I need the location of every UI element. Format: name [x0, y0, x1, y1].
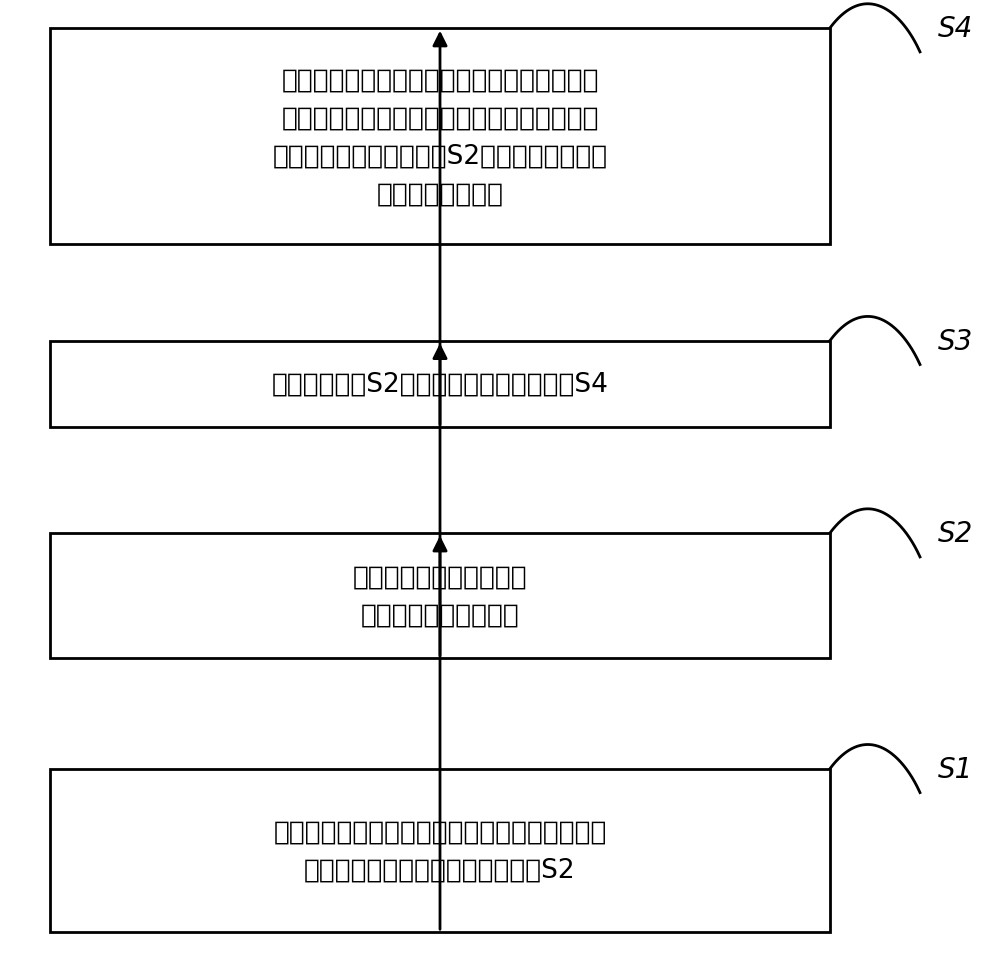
Text: S2: S2	[938, 519, 973, 548]
Text: 随机建立初始化路由，对所述初始化路由建立过
程中的信息素进行更新，进入步骤S2: 随机建立初始化路由，对所述初始化路由建立过 程中的信息素进行更新，进入步骤S2	[273, 819, 607, 882]
Bar	[50, 769, 830, 932]
Text: S1: S1	[938, 754, 973, 783]
Text: 根据路由中的信息素得到最优路由，更新设定
方法的指定参数；若指定参数的更新次数小于
第二设定次数，返回步骤S2；否则，此时的路
由就为最终的路由: 根据路由中的信息素得到最优路由，更新设定 方法的指定参数；若指定参数的更新次数小…	[272, 67, 608, 207]
Text: S4: S4	[938, 14, 973, 43]
Text: 通过设定方法建立路由，
对路由中的信息素更新: 通过设定方法建立路由， 对路由中的信息素更新	[353, 564, 527, 628]
Bar	[50, 341, 830, 428]
Text: 重复执行步骤S2第一设定次数后进入步骤S4: 重复执行步骤S2第一设定次数后进入步骤S4	[272, 371, 608, 398]
Bar	[50, 29, 830, 245]
Text: S3: S3	[938, 327, 973, 356]
Bar	[50, 533, 830, 658]
